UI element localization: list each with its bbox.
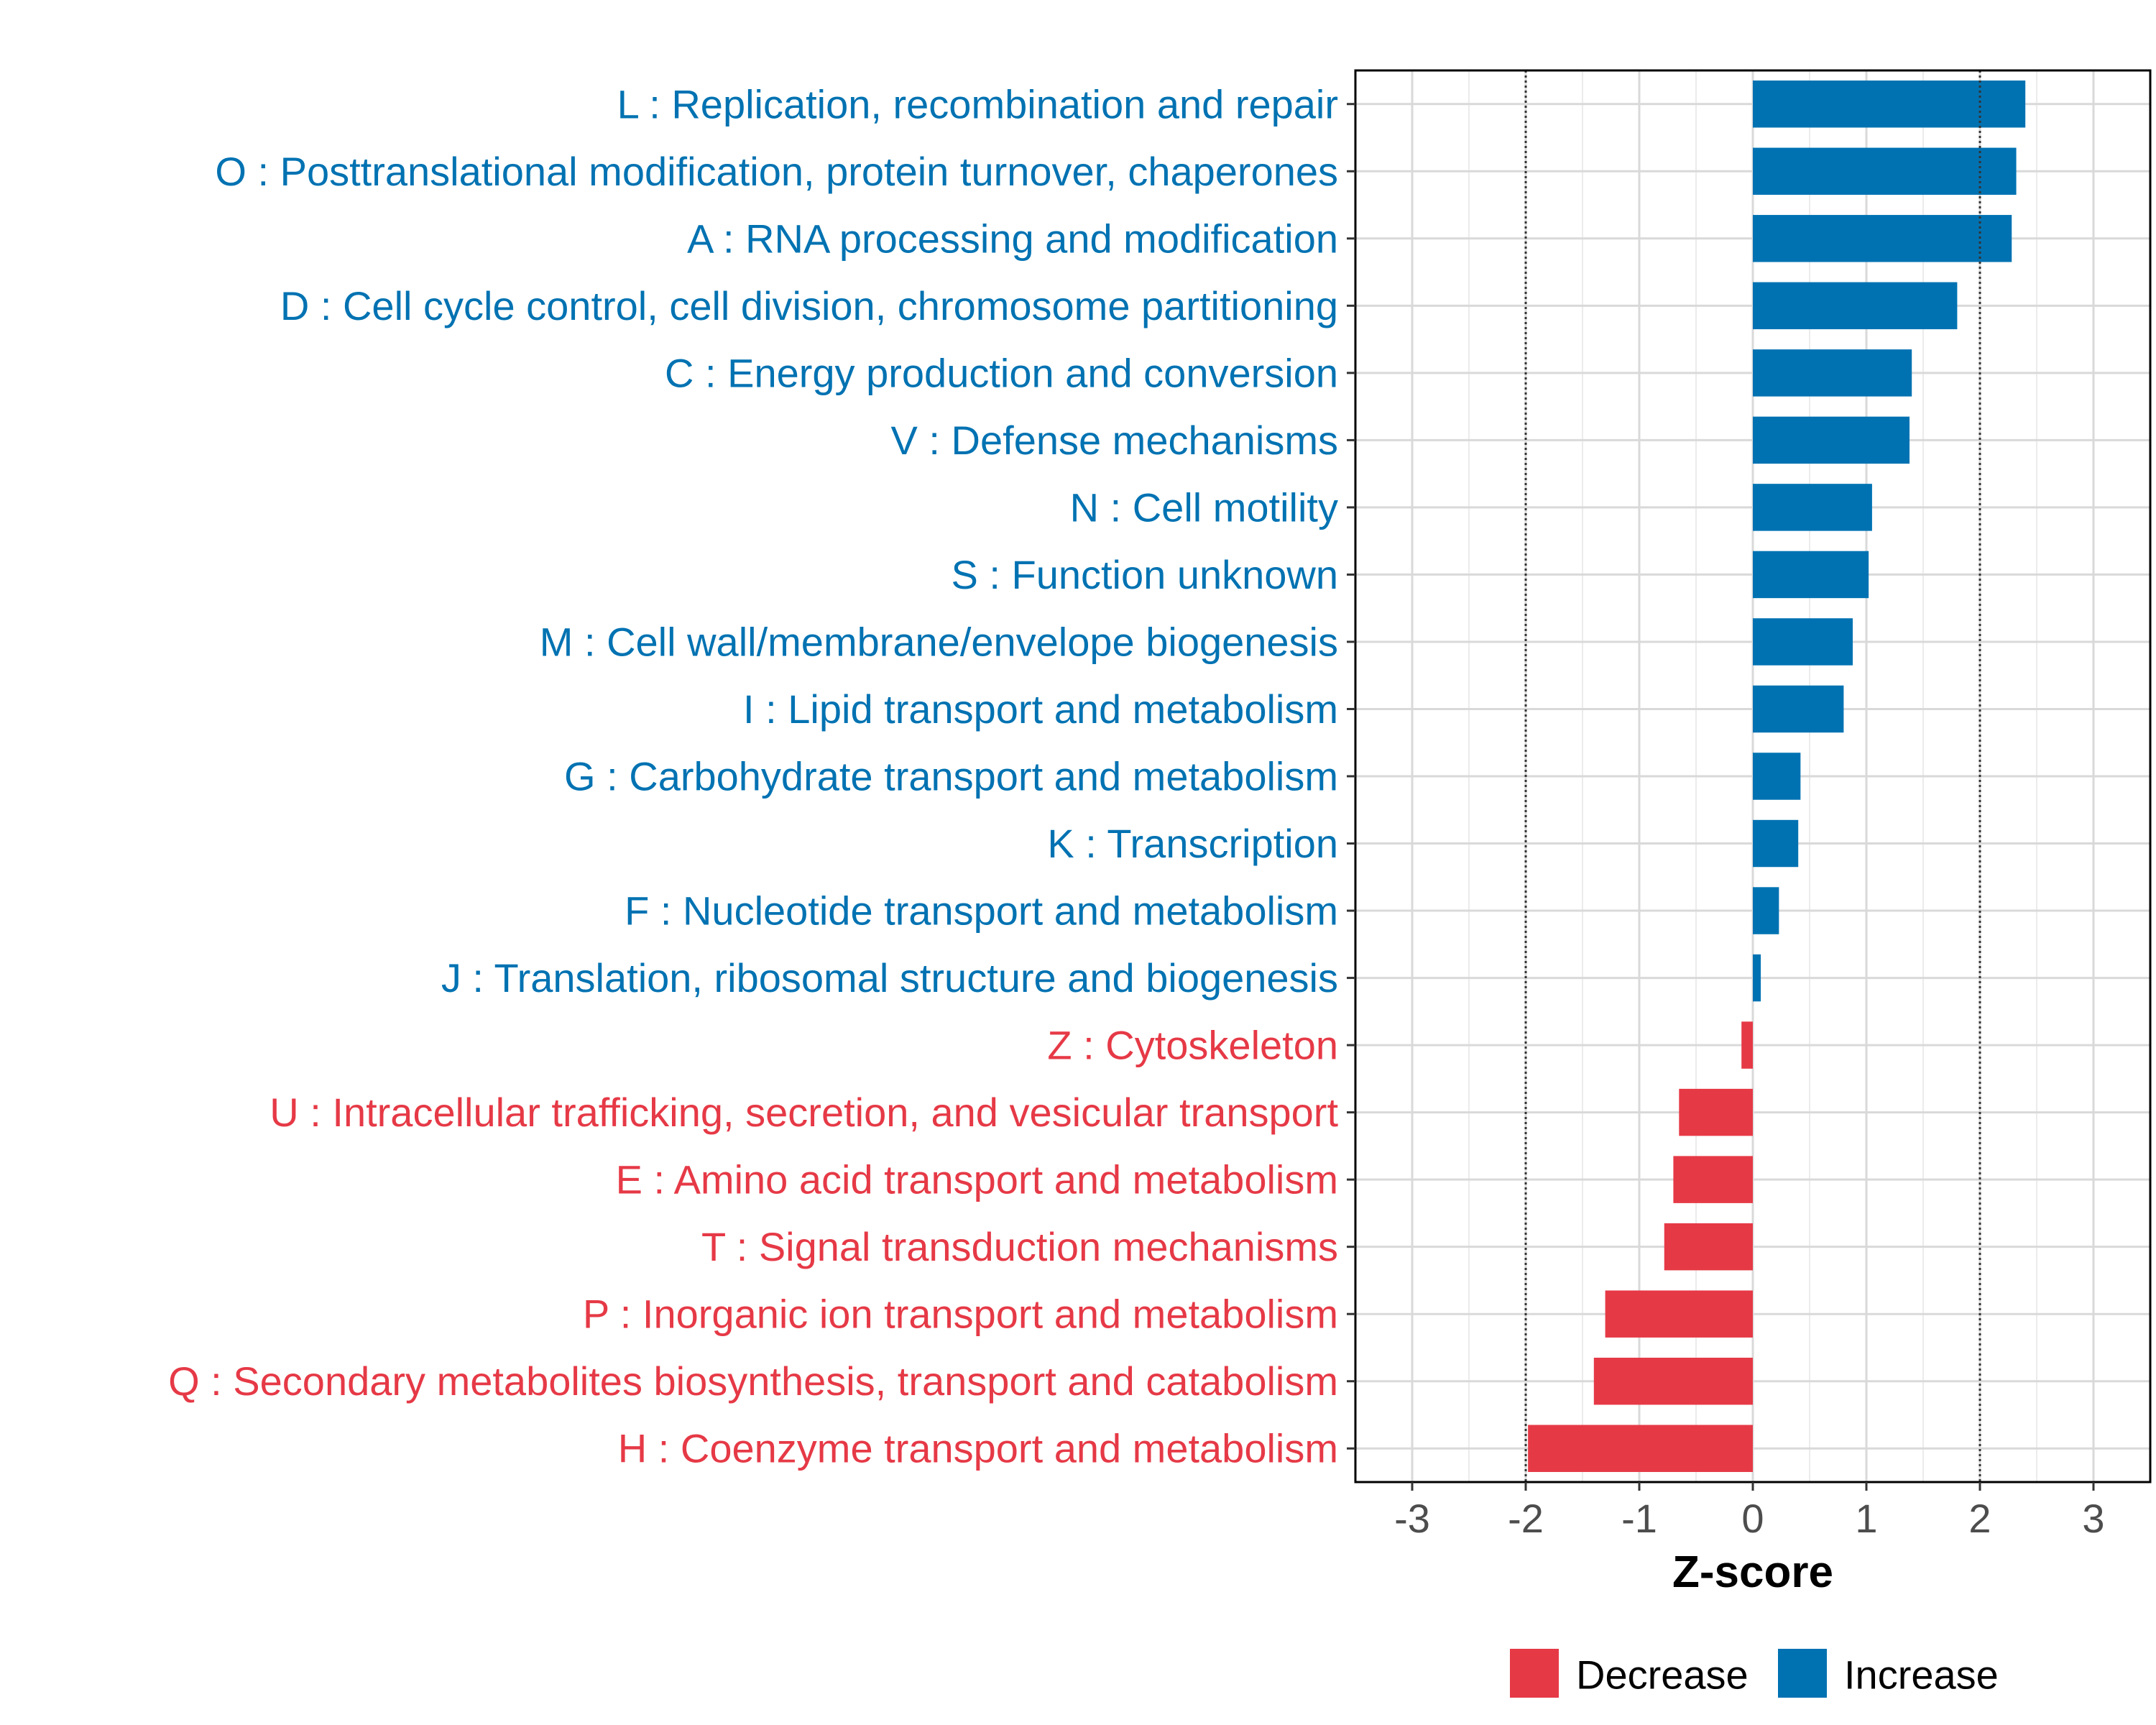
y-tick-label: A : RNA processing and modification xyxy=(687,216,1338,261)
bar xyxy=(1753,954,1761,1002)
legend: Decrease Increase xyxy=(1510,1649,1999,1698)
y-tick-label: D : Cell cycle control, cell division, c… xyxy=(280,283,1338,328)
bar xyxy=(1753,215,2012,262)
bar xyxy=(1753,551,1869,599)
bar xyxy=(1753,685,1844,733)
bar xyxy=(1753,147,2017,196)
x-tick-label: -2 xyxy=(1508,1496,1544,1541)
legend-label-increase: Increase xyxy=(1844,1652,1999,1698)
x-tick-label: 0 xyxy=(1741,1496,1764,1541)
bar xyxy=(1741,1021,1753,1069)
y-tick-label: N : Cell motility xyxy=(1070,484,1338,530)
bar xyxy=(1605,1290,1753,1338)
y-tick-label: C : Energy production and conversion xyxy=(665,350,1338,395)
y-tick-label: L : Replication, recombination and repai… xyxy=(617,81,1338,126)
bar xyxy=(1753,618,1853,666)
legend-key-increase xyxy=(1778,1649,1827,1698)
bar xyxy=(1753,819,1799,868)
bar xyxy=(1664,1223,1753,1271)
bar xyxy=(1753,349,1912,397)
bar xyxy=(1753,887,1779,934)
x-tick-label: 1 xyxy=(1855,1496,1877,1541)
y-tick-label: V : Defense mechanisms xyxy=(891,418,1338,463)
x-axis: -3 -2 -1 0 1 2 3 xyxy=(1394,1482,2105,1541)
bar xyxy=(1753,80,2026,128)
y-tick-label: O : Posttranslational modification, prot… xyxy=(215,149,1338,194)
bar xyxy=(1753,753,1801,800)
bar xyxy=(1753,484,1872,531)
x-tick-label: 2 xyxy=(1968,1496,1991,1541)
reference-lines xyxy=(1524,70,1981,1482)
x-tick-label: -1 xyxy=(1621,1496,1657,1541)
bar xyxy=(1753,282,1958,330)
bar xyxy=(1679,1088,1753,1136)
bar xyxy=(1753,416,1910,464)
y-tick-label: Z : Cytoskeleton xyxy=(1047,1023,1338,1068)
bars xyxy=(1528,80,2026,1472)
y-tick-label: Q : Secondary metabolites biosynthesis, … xyxy=(168,1358,1338,1404)
y-tick-label: T : Signal transduction mechanisms xyxy=(701,1224,1338,1269)
y-tick-label: I : Lipid transport and metabolism xyxy=(743,686,1338,732)
y-tick-label: J : Translation, ribosomal structure and… xyxy=(441,955,1338,1000)
y-tick-label: F : Nucleotide transport and metabolism xyxy=(625,888,1338,934)
y-tick-label: S : Function unknown xyxy=(951,552,1338,597)
y-tick-label: M : Cell wall/membrane/envelope biogenes… xyxy=(540,619,1338,664)
y-tick-label: G : Carbohydrate transport and metabolis… xyxy=(564,754,1338,799)
y-tick-label: U : Intracellular trafficking, secretion… xyxy=(270,1090,1338,1135)
x-axis-title: Z-score xyxy=(1672,1547,1833,1597)
y-tick-label: E : Amino acid transport and metabolism xyxy=(616,1157,1338,1202)
bar xyxy=(1528,1425,1753,1472)
y-tick-label: K : Transcription xyxy=(1047,821,1338,866)
x-tick-label: 3 xyxy=(2082,1496,2104,1541)
x-tick-label: -3 xyxy=(1394,1496,1430,1541)
y-tick-label: P : Inorganic ion transport and metaboli… xyxy=(583,1292,1338,1337)
legend-label-decrease: Decrease xyxy=(1576,1652,1749,1698)
legend-key-decrease xyxy=(1510,1649,1559,1698)
y-tick-label: H : Coenzyme transport and metabolism xyxy=(618,1426,1338,1471)
bar xyxy=(1673,1156,1753,1203)
bar xyxy=(1593,1357,1753,1405)
y-axis: L : Replication, recombination and repai… xyxy=(168,81,1355,1471)
